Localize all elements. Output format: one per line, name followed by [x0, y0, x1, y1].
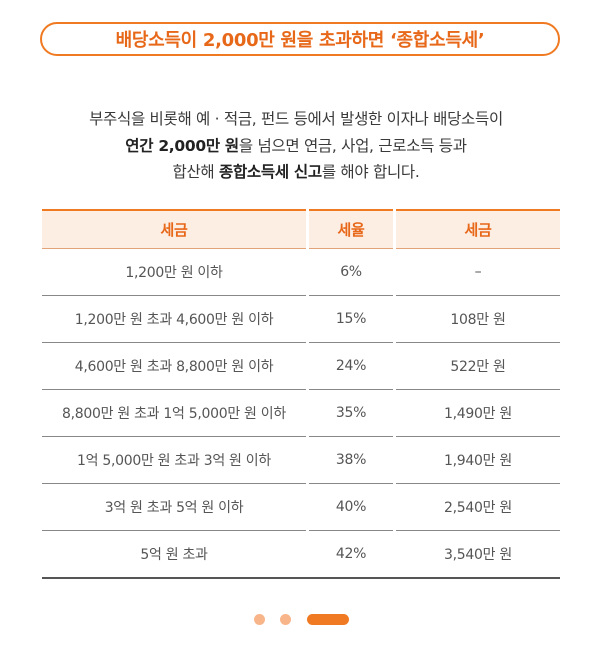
- rate-cell: 24%: [309, 343, 393, 390]
- deduction-cell: 1,940만 원: [396, 437, 560, 484]
- header-deduction: 세금: [396, 209, 560, 249]
- intro-paragraph: 부주식을 비롯해 예 · 적금, 펀드 등에서 발생한 이자나 배당소득이 연간…: [0, 106, 592, 186]
- table-row: 1,200만 원 초과 4,600만 원 이하 15% 108만 원: [42, 296, 560, 343]
- intro-highlight-amount: 연간 2,000만 원: [125, 136, 239, 155]
- page-dot-1[interactable]: [254, 614, 265, 625]
- table-row: 3억 원 초과 5억 원 이하 40% 2,540만 원: [42, 484, 560, 531]
- page-dot-3-active[interactable]: [307, 614, 349, 625]
- bracket-cell: 4,600만 원 초과 8,800만 원 이하: [42, 343, 306, 390]
- page-title: 배당소득이 2,000만 원을 초과하면 ‘종합소득세’: [115, 30, 485, 51]
- intro-highlight-filing: 종합소득세 신고: [219, 163, 322, 181]
- deduction-cell: 2,540만 원: [396, 484, 560, 531]
- intro-line-3-text: 를 해야 합니다.: [321, 163, 420, 181]
- rate-cell: 38%: [309, 437, 393, 484]
- page-dot-2[interactable]: [280, 614, 291, 625]
- bracket-cell: 1,200만 원 이하: [42, 249, 306, 296]
- intro-line-3: 합산해 종합소득세 신고를 해야 합니다.: [0, 159, 592, 186]
- intro-line-3-prefix: 합산해: [172, 163, 220, 181]
- deduction-cell: 3,540만 원: [396, 531, 560, 579]
- rate-cell: 35%: [309, 390, 393, 437]
- table-row: 4,600만 원 초과 8,800만 원 이하 24% 522만 원: [42, 343, 560, 390]
- deduction-cell: –: [396, 249, 560, 296]
- rate-cell: 6%: [309, 249, 393, 296]
- header-rate: 세율: [309, 209, 393, 249]
- bracket-cell: 1억 5,000만 원 초과 3억 원 이하: [42, 437, 306, 484]
- title-banner: 배당소득이 2,000만 원을 초과하면 ‘종합소득세’: [40, 22, 560, 56]
- header-bracket: 세금: [42, 209, 306, 249]
- bracket-cell: 1,200만 원 초과 4,600만 원 이하: [42, 296, 306, 343]
- bracket-cell: 5억 원 초과: [42, 531, 306, 579]
- deduction-cell: 522만 원: [396, 343, 560, 390]
- table-row: 5억 원 초과 42% 3,540만 원: [42, 531, 560, 579]
- deduction-cell: 108만 원: [396, 296, 560, 343]
- tax-rate-table: 세금 세율 세금 1,200만 원 이하 6% – 1,200만 원 초과 4,…: [42, 209, 560, 579]
- bracket-cell: 8,800만 원 초과 1억 5,000만 원 이하: [42, 390, 306, 437]
- rate-cell: 42%: [309, 531, 393, 579]
- table-header-row: 세금 세율 세금: [42, 209, 560, 249]
- table-row: 1억 5,000만 원 초과 3억 원 이하 38% 1,940만 원: [42, 437, 560, 484]
- pagination-dots: [0, 614, 592, 626]
- rate-cell: 15%: [309, 296, 393, 343]
- deduction-cell: 1,490만 원: [396, 390, 560, 437]
- intro-line-1: 부주식을 비롯해 예 · 적금, 펀드 등에서 발생한 이자나 배당소득이: [89, 110, 503, 128]
- intro-line-2-text: 을 넘으면 연금, 사업, 근로소득 등과: [238, 136, 467, 155]
- intro-line-2: 연간 2,000만 원을 넘으면 연금, 사업, 근로소득 등과: [0, 133, 592, 160]
- table-row: 1,200만 원 이하 6% –: [42, 249, 560, 296]
- table-row: 8,800만 원 초과 1억 5,000만 원 이하 35% 1,490만 원: [42, 390, 560, 437]
- rate-cell: 40%: [309, 484, 393, 531]
- bracket-cell: 3억 원 초과 5억 원 이하: [42, 484, 306, 531]
